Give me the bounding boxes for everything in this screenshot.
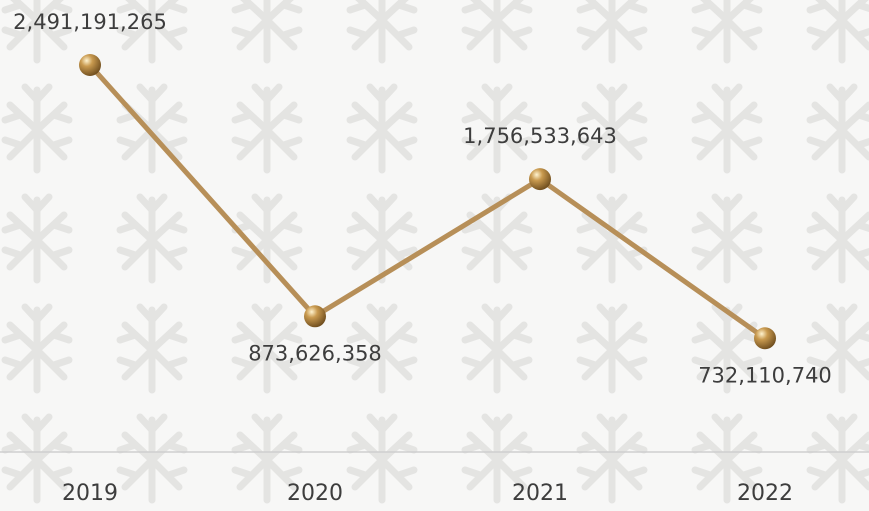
marker: [529, 168, 551, 191]
data-label: 2,491,191,265: [13, 10, 167, 34]
data-label: 873,626,358: [248, 341, 382, 365]
data-label: 732,110,740: [698, 363, 832, 387]
marker: [79, 54, 101, 76]
x-tick-label: 2021: [512, 481, 568, 506]
marker: [754, 327, 776, 350]
line: [88, 63, 767, 341]
x-tick-label: 2019: [62, 481, 118, 506]
x-tick-label: 2022: [737, 481, 793, 506]
marker: [304, 305, 326, 328]
x-tick-label: 2020: [287, 481, 343, 506]
data-label: 1,756,533,643: [463, 124, 617, 148]
